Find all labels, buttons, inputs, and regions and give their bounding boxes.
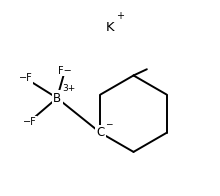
Text: −F: −F (23, 116, 37, 127)
Text: F−: F− (58, 65, 72, 76)
Text: K: K (106, 21, 114, 34)
Text: −F: −F (19, 73, 33, 83)
Text: C: C (96, 126, 104, 139)
Text: 3+: 3+ (62, 83, 76, 93)
Text: −: − (105, 119, 113, 128)
Text: +: + (116, 11, 124, 21)
Text: B: B (53, 92, 61, 104)
